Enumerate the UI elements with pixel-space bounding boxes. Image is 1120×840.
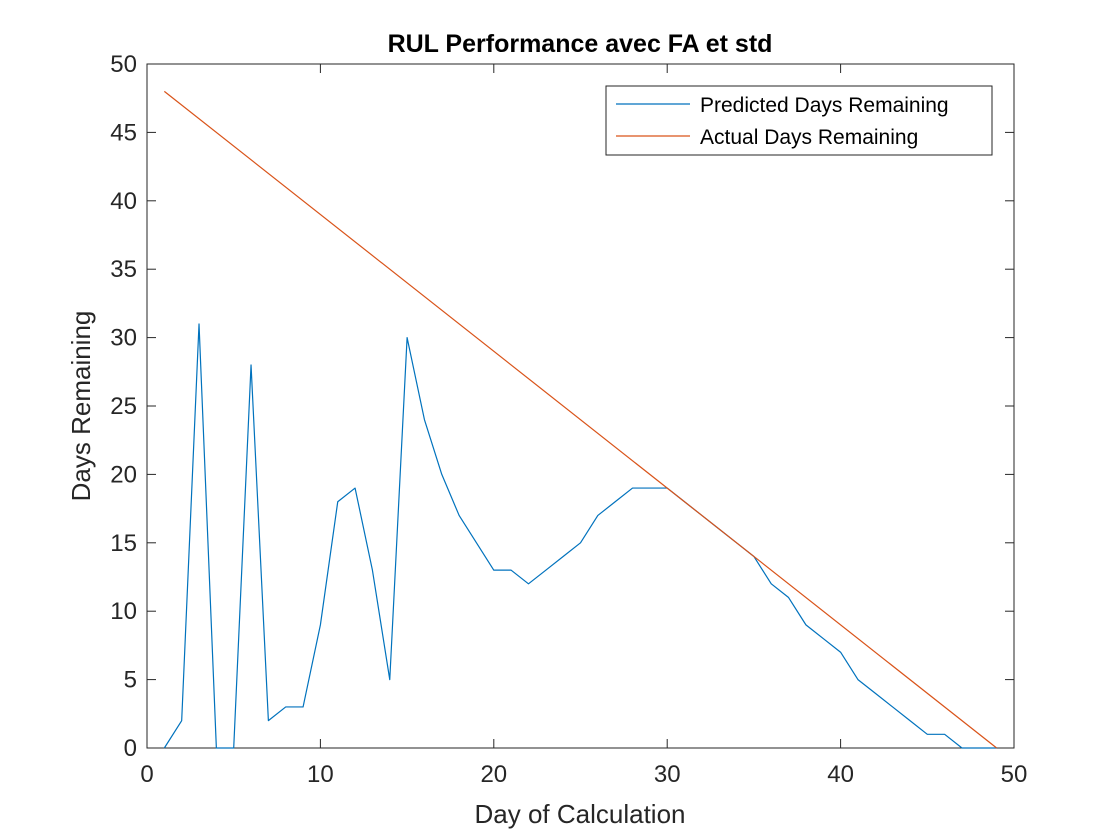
y-axis-ticks: 0 5 10 15 20 25 30 35 40 45 50 bbox=[110, 51, 1014, 762]
axes-box bbox=[146, 63, 1015, 749]
x-tick-label: 20 bbox=[480, 761, 507, 788]
y-axis-label: Days Remaining bbox=[66, 311, 96, 502]
y-tick-label: 35 bbox=[110, 256, 137, 283]
y-tick-label: 10 bbox=[110, 598, 137, 625]
series-line-actual bbox=[163, 90, 998, 749]
y-tick-label: 0 bbox=[124, 735, 137, 762]
y-tick-label: 20 bbox=[110, 461, 137, 488]
y-tick-label: 50 bbox=[110, 51, 137, 78]
x-tick-label: 0 bbox=[140, 761, 153, 788]
x-tick-label: 10 bbox=[307, 761, 334, 788]
plot-area-frame bbox=[146, 63, 1015, 749]
legend-label-predicted: Predicted Days Remaining bbox=[700, 94, 949, 117]
x-axis-ticks: 0 10 20 30 40 50 bbox=[140, 64, 1027, 788]
y-tick-label: 15 bbox=[110, 530, 137, 557]
series-line-predicted bbox=[163, 323, 997, 749]
y-tick-label: 45 bbox=[110, 119, 137, 146]
y-tick-label: 5 bbox=[124, 667, 137, 694]
x-tick-label: 50 bbox=[1001, 761, 1028, 788]
legend-box bbox=[605, 85, 993, 156]
x-axis-label: Day of Calculation bbox=[475, 799, 686, 829]
chart-title: RUL Performance avec FA et std bbox=[388, 30, 773, 58]
y-tick-label: 25 bbox=[110, 393, 137, 420]
legend-label-actual: Actual Days Remaining bbox=[700, 126, 918, 149]
legend: Predicted Days Remaining Actual Days Rem… bbox=[605, 85, 993, 156]
series-layer bbox=[163, 90, 998, 749]
y-tick-label: 40 bbox=[110, 188, 137, 215]
x-tick-label: 40 bbox=[827, 761, 854, 788]
x-tick-label: 30 bbox=[654, 761, 681, 788]
y-tick-label: 30 bbox=[110, 325, 137, 352]
